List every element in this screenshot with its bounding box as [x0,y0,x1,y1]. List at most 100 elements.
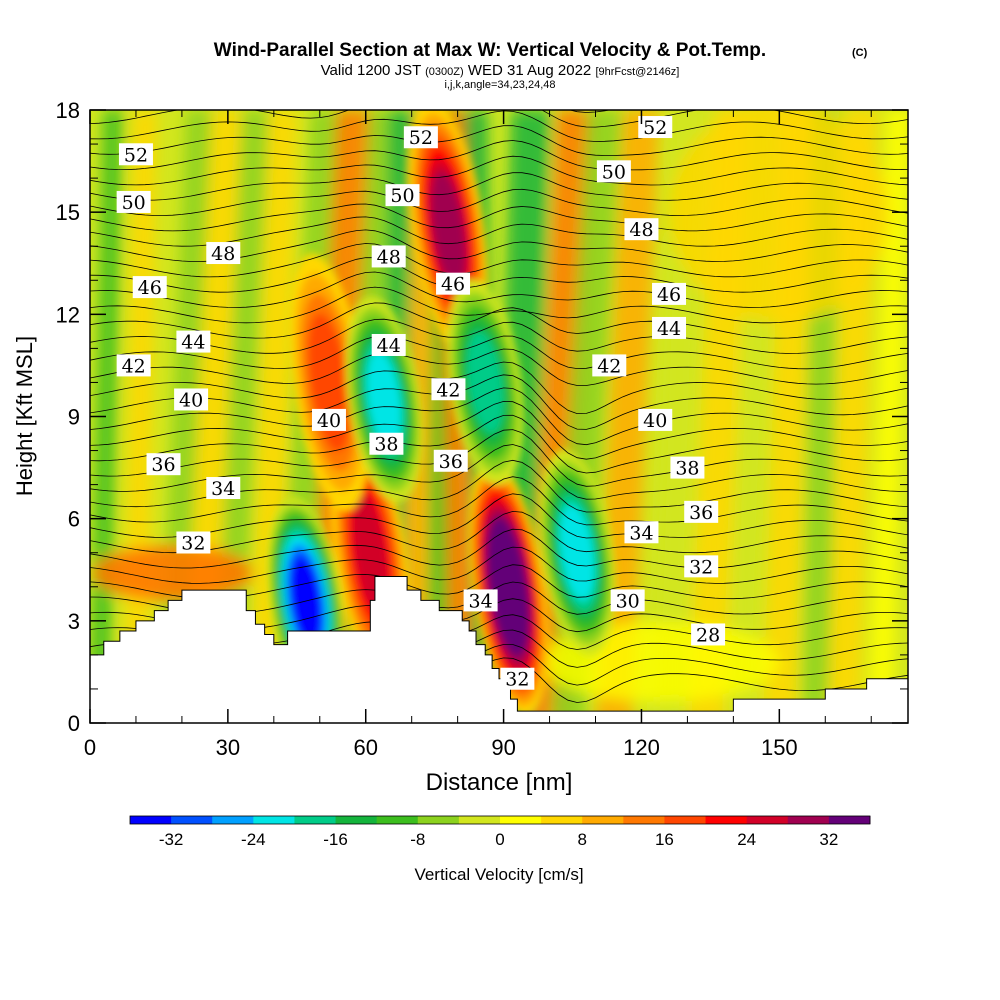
colorbar-label: Vertical Velocity [cm/s] [414,865,583,884]
contour-label-9: 32 [176,531,211,555]
contour-label-bg [371,333,406,356]
contour-label-bg [500,667,535,690]
contour-label-12: 48 [371,245,406,268]
contour-label-26: 42 [592,354,627,377]
downdraft-core-0-8 [290,557,322,644]
colorbar-swatch-11 [582,816,624,824]
colorbar-tick-0: -32 [159,830,184,849]
contour-label-22: 50 [596,160,631,183]
updraft-core-0-9 [492,534,524,640]
colorbar-tick-6: 16 [655,830,674,849]
contour-label-text: 44 [377,335,401,357]
colorbar-swatch-13 [664,816,707,824]
contour-label-text: 32 [181,533,205,555]
contour-label-14: 44 [371,333,406,357]
contour-label-bg [146,453,181,476]
terrain-mask [90,576,908,723]
contour-label-text: 42 [597,355,621,377]
contour-label-bg [670,456,705,479]
downdraft-core-2-4 [466,331,504,434]
chart-title: Wind-Parallel Section at Max W: Vertical… [214,40,766,61]
theta-contour-22 [90,318,908,354]
colorbar-swatch-17 [828,816,871,824]
contour-label-bg [311,408,346,431]
contour-label-29: 36 [684,500,719,524]
theta-contour-26 [90,257,908,293]
contour-label-0: 52 [118,143,153,166]
y-tick-labels: 0 3 6 9 12 15 18 [56,98,80,736]
contour-label-bg [176,531,211,554]
colorbar-swatch-6 [376,816,419,824]
contour-label-bg [433,449,468,472]
colorbar-tick-3: -8 [410,830,425,849]
colorbar-swatch-0 [130,816,172,824]
contour-label-text: 42 [436,379,460,401]
chart-subtitle-2: i,j,k,angle=34,23,24,48 [444,79,555,91]
contour-label-7: 36 [146,453,181,476]
contour-label-30: 34 [624,521,659,544]
theta-contour-25 [90,271,908,308]
contour-label-bg [436,272,471,295]
x-tick-label-3: 90 [491,735,515,760]
contour-label-text: 44 [181,332,205,354]
colorbar [129,815,871,825]
colorbar-swatch-1 [171,816,213,824]
contour-label-bg [174,388,209,411]
theta-contour-19 [90,361,908,415]
colorbar-swatch-4 [294,816,337,824]
contour-label-32: 30 [610,589,645,612]
contour-label-text: 48 [629,219,653,241]
contour-label-text: 36 [689,502,713,524]
contour-label-15: 42 [431,378,466,401]
contour-label-text: 52 [409,127,433,149]
colorbar-tick-8: 32 [819,830,838,849]
contour-label-bg [132,276,167,299]
theta-contour-11 [90,476,908,526]
theta-contour-18 [90,374,908,430]
x-tick-label-1: 30 [216,735,240,760]
contour-label-text: 30 [616,590,640,612]
contour-label-28: 38 [670,456,705,480]
theta-contour-34 [90,140,908,171]
colorbar-swatch-16 [787,816,830,824]
subtitle-valid: Valid 1200 JST [321,62,421,79]
contour-label-11: 50 [385,184,420,207]
colorbar-tick-labels: -32 -24 -16 -8 0 8 16 24 32 [159,830,839,849]
contour-label-21: 52 [638,116,673,139]
contour-label-text: 46 [657,284,681,306]
contour-label-text: 50 [390,185,414,207]
colorbar-swatch-10 [541,816,583,824]
y-tick-label-2: 6 [68,507,80,532]
contour-label-text: 34 [469,590,493,612]
theta-contour-10 [90,493,908,539]
contour-label-text: 52 [643,117,667,139]
contour-label-19: 34 [463,589,498,612]
theta-contour-35 [90,125,908,156]
contour-label-text: 44 [657,318,681,340]
theta-contour-16 [90,400,908,460]
contour-label-bg [385,184,420,207]
colorbar-swatch-9 [500,816,542,824]
theta-contour-31 [90,188,908,217]
contour-label-text: 38 [675,458,699,480]
contour-label-16: 40 [311,408,346,432]
x-axis-label: Distance [nm] [426,769,573,796]
theta-contour-30 [90,203,908,232]
x-tick-label-0: 0 [84,735,96,760]
theta-contour-23 [90,302,908,339]
contour-label-bg [624,218,659,241]
contour-label-text: 48 [377,246,401,268]
contour-label-text: 34 [211,478,235,500]
contour-label-10: 52 [403,126,438,149]
colorbar-swatch-8 [458,816,501,824]
potential-temperature-contours [90,110,908,703]
chart-subtitle: Valid 1200 JST (0300Z) WED 31 Aug 2022 [… [321,62,680,79]
contour-label-3: 46 [132,276,167,299]
contour-label-text: 36 [439,451,463,473]
contour-label-text: 36 [151,454,175,476]
contour-label-text: 40 [317,410,341,432]
y-tick-label-1: 3 [68,609,80,634]
contour-label-17: 38 [369,432,404,456]
colorbar-swatch-5 [335,816,378,824]
